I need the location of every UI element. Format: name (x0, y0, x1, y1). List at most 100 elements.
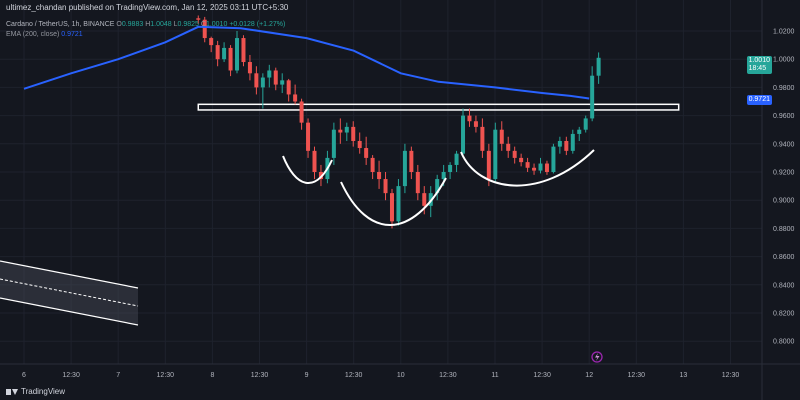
y-axis[interactable]: 1.0200 1.0000 0.9800 0.9600 0.9400 0.9200 0.90… (773, 29, 795, 346)
y-tick-label: 0.9800 (773, 85, 795, 92)
candle-body (286, 80, 291, 95)
x-axis[interactable]: 6 12:30 7 12:30 8 12:30 9 12:30 10 12:30 11 12:30 12… (22, 372, 739, 379)
ohlc-key: H (143, 21, 151, 28)
y-tick-label: 1.0200 (773, 29, 795, 36)
y-tick-label: 1.0000 (773, 57, 795, 64)
candle-body (260, 77, 265, 88)
candle-body (222, 47, 227, 60)
neckline-zone[interactable] (197, 103, 680, 111)
ema-200-line[interactable] (23, 25, 590, 100)
candle-body (532, 167, 537, 171)
head-arc[interactable] (340, 177, 447, 226)
left-shoulder-arc[interactable] (282, 155, 333, 184)
candle-body (306, 122, 311, 151)
candle-body (312, 150, 317, 172)
candle-body (525, 162, 530, 168)
candle-body (370, 157, 375, 172)
candle-body (338, 129, 343, 133)
candle-body (402, 150, 407, 187)
candle-body (448, 164, 453, 172)
candle-body (538, 163, 543, 171)
candle-body (196, 18, 201, 20)
candle-body (377, 172, 382, 180)
lightning-event-icon[interactable] (591, 351, 603, 363)
candle-body (422, 193, 427, 206)
candle-body (480, 126, 485, 151)
ema-legend[interactable]: EMA (200, close) 0.9721 (6, 31, 83, 38)
candle-body (415, 172, 420, 194)
y-tick-label: 0.9400 (773, 141, 795, 148)
y-tick-label: 0.8400 (773, 282, 795, 289)
candle-body (512, 150, 517, 158)
candle-body (389, 193, 394, 222)
x-tick-label: 12:30 (157, 372, 175, 379)
candle-body (331, 129, 336, 158)
candle-body (254, 73, 259, 88)
x-tick-label: 6 (22, 372, 26, 379)
brand-footer[interactable]: TradingView (6, 387, 65, 396)
ohlc-key: C (198, 21, 206, 28)
candle-body (273, 70, 278, 85)
x-tick-label: 12:30 (62, 372, 80, 379)
x-tick-label: 12 (585, 372, 593, 379)
symbol-legend[interactable]: Cardano / TetherUS, 1h, BINANCE O0.9883 … (6, 21, 285, 28)
candle-body (409, 150, 414, 172)
candle-body (473, 121, 478, 127)
candle-body (551, 146, 556, 172)
ohlc-value: 1.0010 (205, 21, 228, 28)
candle-body (357, 140, 362, 149)
candle-body (318, 172, 323, 180)
bar-countdown: 18:45 (748, 65, 767, 72)
candles (196, 15, 601, 229)
candle-body (267, 70, 272, 78)
x-tick-label: 10 (397, 372, 405, 379)
x-tick-label: 12:30 (439, 372, 457, 379)
x-tick-label: 12:30 (345, 372, 363, 379)
candle-body (564, 140, 569, 151)
candle-body (228, 47, 233, 71)
x-tick-label: 8 (210, 372, 214, 379)
ohlc-key: O (116, 21, 122, 28)
y-tick-label: 0.8800 (773, 226, 795, 233)
ohlc-value: +0.0128 (+1.27%) (229, 21, 286, 28)
candle-body (544, 163, 549, 172)
y-tick-label: 0.8200 (773, 311, 795, 318)
candle-body (441, 172, 446, 180)
candle-body (577, 129, 582, 134)
x-tick-label: 12:30 (533, 372, 551, 379)
candle-body (467, 115, 472, 122)
candle-body (519, 157, 524, 163)
candle-body (247, 62, 252, 74)
x-tick-label: 11 (491, 372, 498, 379)
brand-name: TradingView (21, 387, 66, 396)
candle-body (557, 140, 562, 147)
right-shoulder-arc[interactable] (460, 149, 595, 187)
candle-body (235, 38, 240, 71)
y-tick-label: 0.9200 (773, 170, 795, 177)
candle-body (209, 38, 214, 46)
ohlc-value: 0.9825 (177, 21, 199, 28)
ema-price-value: 0.9721 (748, 96, 770, 103)
symbol-name: Cardano / TetherUS, 1h, BINANCE (6, 21, 115, 28)
candle-body (506, 143, 511, 151)
candle-body (583, 118, 588, 130)
parallel-channel-drawing[interactable] (0, 260, 139, 326)
ohlc-key: L (171, 21, 178, 28)
candle-body (499, 129, 504, 144)
candle-body (596, 57, 601, 76)
ohlc-values: O0.9883 H1.0048 L0.9825 C1.0010 +0.0128 … (116, 21, 285, 28)
candle-body (486, 150, 491, 180)
candle-body (383, 179, 388, 194)
candle-body (435, 179, 440, 194)
y-tick-label: 0.9000 (773, 198, 795, 205)
x-tick-label: 12:30 (251, 372, 269, 379)
candle-body (215, 45, 220, 60)
x-tick-label: 13 (680, 372, 688, 379)
candle-body (461, 115, 466, 154)
x-tick-label: 12:30 (722, 372, 740, 379)
ohlc-value: 0.9883 (121, 21, 144, 28)
tradingview-logo-icon (6, 388, 18, 396)
candle-body (570, 133, 575, 151)
